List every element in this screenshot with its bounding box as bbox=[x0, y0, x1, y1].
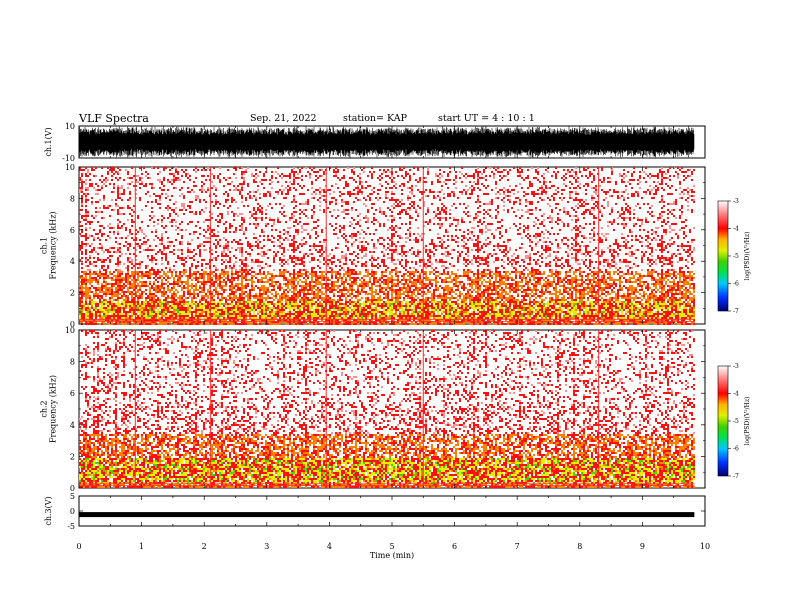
start-ut-label: start UT = 4 : 10 : 1 bbox=[438, 113, 535, 124]
ch2-spec-axis-label: Frequency (kHz) bbox=[49, 375, 58, 443]
spectrogram-cells-orange bbox=[79, 434, 695, 488]
ch3-wave-tick-label: -5 bbox=[67, 522, 75, 531]
ch3-wave-axis-label: ch.3(V) bbox=[44, 496, 53, 525]
ch1-spec-axis-label: ch.1 bbox=[40, 237, 49, 254]
ch2-spec-tick-label: 0 bbox=[70, 484, 75, 493]
colorbar-axes: -3 -4 -5 -6 -7 log(PSD)(V²/Hz) -3 -4 -5 -6 -7 log(P… bbox=[728, 198, 751, 480]
x-tick-label: 6 bbox=[452, 542, 457, 551]
figure-title: VLF Spectra bbox=[79, 112, 149, 125]
ch2-spec-tick-label: 6 bbox=[70, 389, 75, 398]
ch1-wave-tick-label: -10 bbox=[62, 154, 75, 163]
colorbar-tick-label: -7 bbox=[733, 308, 739, 315]
x-tick-label: 5 bbox=[389, 542, 394, 551]
ch2-spec-axis-label: ch.2 bbox=[40, 400, 49, 417]
colorbar-label: log(PSD)(V²/Hz) bbox=[744, 232, 751, 281]
ch1-spec-tick-label: 6 bbox=[70, 226, 75, 235]
colorbar-tick-label: -7 bbox=[733, 473, 739, 480]
x-tick-label: 0 bbox=[76, 542, 81, 551]
colorbar-tick-label: -3 bbox=[733, 198, 739, 205]
colorbar-ch2 bbox=[717, 365, 729, 477]
station-label: station= KAP bbox=[343, 113, 407, 124]
colorbar-tick-label: -4 bbox=[733, 226, 739, 233]
ch1-spec-axis-label: Frequency (kHz) bbox=[49, 211, 58, 279]
ch2-spec-tick-label: 10 bbox=[65, 326, 75, 335]
x-tick-label: 1 bbox=[139, 542, 144, 551]
ch3-waveform-frame bbox=[78, 495, 706, 527]
x-tick-label: 8 bbox=[577, 542, 582, 551]
ch2-spec-tick-label: 8 bbox=[70, 358, 75, 367]
ch1-waveform-trace bbox=[78, 126, 695, 158]
ch1-spec-tick-label: 2 bbox=[70, 289, 75, 298]
ch3-waveform-trace bbox=[79, 512, 695, 518]
ch1-spec-tick-label: 4 bbox=[70, 257, 75, 266]
ch1-waveform-line bbox=[78, 126, 695, 158]
colorbar-tick-label: -3 bbox=[733, 363, 739, 370]
colorbar-tick-label: -4 bbox=[733, 391, 739, 398]
ch1-spec-tick-label: 0 bbox=[70, 320, 75, 329]
date-label: Sep. 21, 2022 bbox=[250, 113, 317, 124]
spectrogram-cells-green bbox=[79, 301, 691, 319]
colorbar-tick-label: -5 bbox=[733, 253, 739, 260]
ch2-spec-tick-label: 2 bbox=[70, 452, 75, 461]
spectrogram-cells-green bbox=[79, 458, 695, 484]
x-tick-label: 3 bbox=[264, 542, 269, 551]
ch1-wave-tick-label: 10 bbox=[65, 122, 75, 131]
ch1-spectrogram-cells bbox=[79, 167, 695, 325]
ch3-waveform-band bbox=[79, 512, 695, 518]
x-tick-label: 4 bbox=[327, 542, 332, 551]
ch3-wave-tick-label: 5 bbox=[70, 492, 75, 501]
spectrogram-cells-yellow bbox=[79, 301, 695, 319]
x-axis-label: Time (min) bbox=[370, 551, 414, 560]
x-tick-label: 7 bbox=[515, 542, 520, 551]
colorbar-ch1 bbox=[717, 200, 729, 312]
x-tick-label: 9 bbox=[640, 542, 645, 551]
ch2-spec-tick-label: 4 bbox=[70, 421, 75, 430]
spectrogram-cells-yellow bbox=[79, 458, 695, 484]
spectrogram-cells-orange bbox=[79, 271, 695, 325]
ch3-wave-tick-label: 0 bbox=[70, 507, 75, 516]
ch2-spectrogram-cells bbox=[79, 330, 695, 488]
ch1-spec-tick-label: 10 bbox=[65, 163, 75, 172]
x-tick-label: 2 bbox=[202, 542, 207, 551]
colorbar-label: log(PSD)(V²/Hz) bbox=[744, 397, 751, 446]
colorbar-tick-label: -5 bbox=[733, 418, 739, 425]
ch1-wave-axis-label: ch.1(V) bbox=[44, 127, 53, 156]
x-tick-label: 10 bbox=[700, 542, 710, 551]
colorbar-tick-label: -6 bbox=[733, 446, 739, 453]
colorbar-tick-label: -6 bbox=[733, 281, 739, 288]
ch1-spec-tick-label: 8 bbox=[70, 194, 75, 203]
